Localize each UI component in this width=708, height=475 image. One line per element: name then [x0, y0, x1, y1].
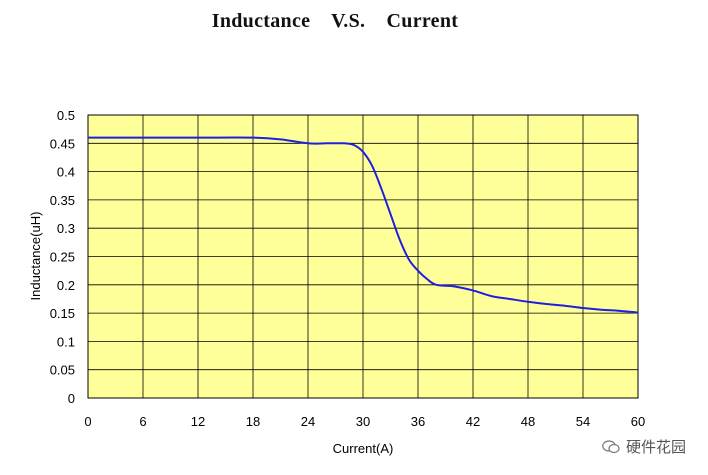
- y-tick-label: 0.4: [57, 165, 75, 180]
- watermark-text: 硬件花园: [625, 438, 686, 456]
- x-tick-label: 18: [246, 414, 260, 429]
- x-tick-label: 24: [301, 414, 315, 429]
- wechat-icon: [602, 439, 620, 454]
- y-tick-label: 0.35: [50, 193, 75, 208]
- grid: [87, 114, 639, 399]
- x-tick-label: 30: [356, 414, 370, 429]
- y-tick-label: 0.45: [50, 136, 75, 151]
- x-tick-label: 48: [521, 414, 535, 429]
- y-tick-label: 0.1: [57, 334, 75, 349]
- watermark: 硬件花园: [602, 436, 686, 457]
- y-tick-label: 0: [68, 391, 75, 406]
- series-line-inductance: [88, 136, 639, 314]
- x-tick-label: 12: [191, 414, 205, 429]
- y-tick-labels: 0 0.05 0.1 0.15 0.2 0.25 0.3 0.35 0.4 0.45 0.5: [50, 108, 75, 406]
- x-tick-label: 54: [576, 414, 590, 429]
- y-tick-label: 0.25: [50, 250, 75, 265]
- y-tick-label: 0.2: [57, 278, 75, 293]
- x-tick-label: 42: [466, 414, 480, 429]
- x-tick-label: 60: [631, 414, 645, 429]
- x-tick-label: 36: [411, 414, 425, 429]
- chart-title: Inductance V.S. Current: [211, 10, 459, 32]
- y-tick-label: 0.15: [50, 306, 75, 321]
- x-tick-label: 6: [139, 414, 146, 429]
- x-tick-label: 0: [84, 414, 91, 429]
- y-tick-label: 0.3: [57, 221, 75, 236]
- x-axis-title: Current(A): [333, 441, 394, 456]
- y-tick-label: 0.05: [50, 363, 75, 378]
- y-axis-title: Inductance(uH): [28, 212, 43, 301]
- x-tick-labels: 0 6 12 18 24 30 36 42 48 54 60: [84, 414, 645, 429]
- y-tick-label: 0.5: [57, 108, 75, 123]
